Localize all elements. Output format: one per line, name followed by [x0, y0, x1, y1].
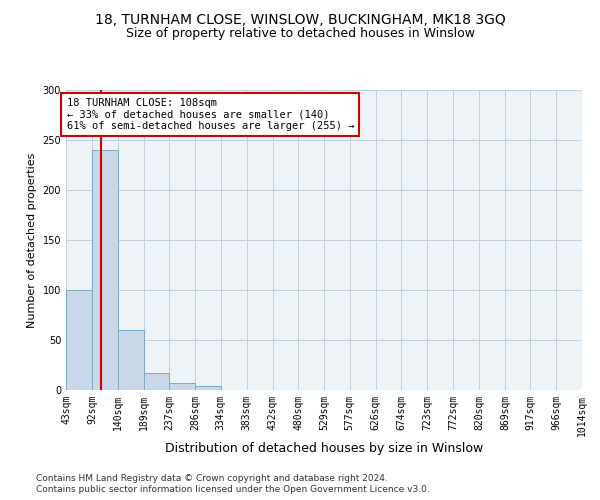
Bar	[118, 330, 143, 390]
X-axis label: Distribution of detached houses by size in Winslow: Distribution of detached houses by size …	[165, 442, 483, 454]
Bar	[195, 386, 221, 390]
Bar	[92, 150, 118, 390]
Text: Contains public sector information licensed under the Open Government Licence v3: Contains public sector information licen…	[36, 485, 430, 494]
Bar	[66, 290, 92, 390]
Text: 18, TURNHAM CLOSE, WINSLOW, BUCKINGHAM, MK18 3GQ: 18, TURNHAM CLOSE, WINSLOW, BUCKINGHAM, …	[95, 12, 505, 26]
Y-axis label: Number of detached properties: Number of detached properties	[27, 152, 37, 328]
Bar	[143, 373, 169, 390]
Bar	[169, 383, 195, 390]
Text: Size of property relative to detached houses in Winslow: Size of property relative to detached ho…	[125, 28, 475, 40]
Text: Contains HM Land Registry data © Crown copyright and database right 2024.: Contains HM Land Registry data © Crown c…	[36, 474, 388, 483]
Text: 18 TURNHAM CLOSE: 108sqm
← 33% of detached houses are smaller (140)
61% of semi-: 18 TURNHAM CLOSE: 108sqm ← 33% of detach…	[67, 98, 354, 131]
